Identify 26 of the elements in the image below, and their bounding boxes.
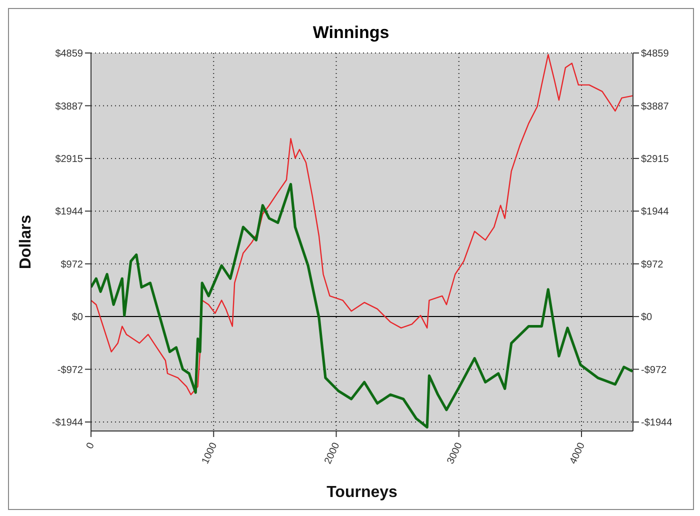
y2-tick-label: $1944 [641,206,670,218]
y2-tick-label: -$1944 [641,418,673,429]
y2-tick-label: $4859 [641,48,670,60]
x-tick-label: 1000 [200,440,220,466]
y-tick-label: $3887 [55,101,84,112]
y2-tick-label: $3887 [641,101,670,112]
y-tick-label: $0 [72,312,84,324]
y2-tick-label: $972 [641,259,664,270]
x-tick-label: 2000 [322,440,342,466]
y-tick-label: -$1944 [52,418,84,429]
chart-title: Winnings [312,22,390,44]
y-tick-label: $1944 [55,206,84,218]
y-tick-label: $972 [60,259,84,270]
y2-tick-label: $2915 [641,154,670,165]
x-tick-label: 0 [84,440,98,451]
x-tick-label: 3000 [445,440,465,466]
y-tick-label: $4859 [55,48,84,60]
y-tick-label: -$972 [57,364,84,376]
x-axis-title: Tourneys [326,484,398,501]
x-tick-label: 4000 [568,440,588,466]
y-tick-label: $2915 [55,154,84,165]
y-axis-title: Dollars [18,214,35,270]
line-series [91,182,633,429]
y2-tick-label: -$972 [641,364,668,376]
y2-tick-label: $0 [641,312,653,324]
line-series [91,54,633,396]
